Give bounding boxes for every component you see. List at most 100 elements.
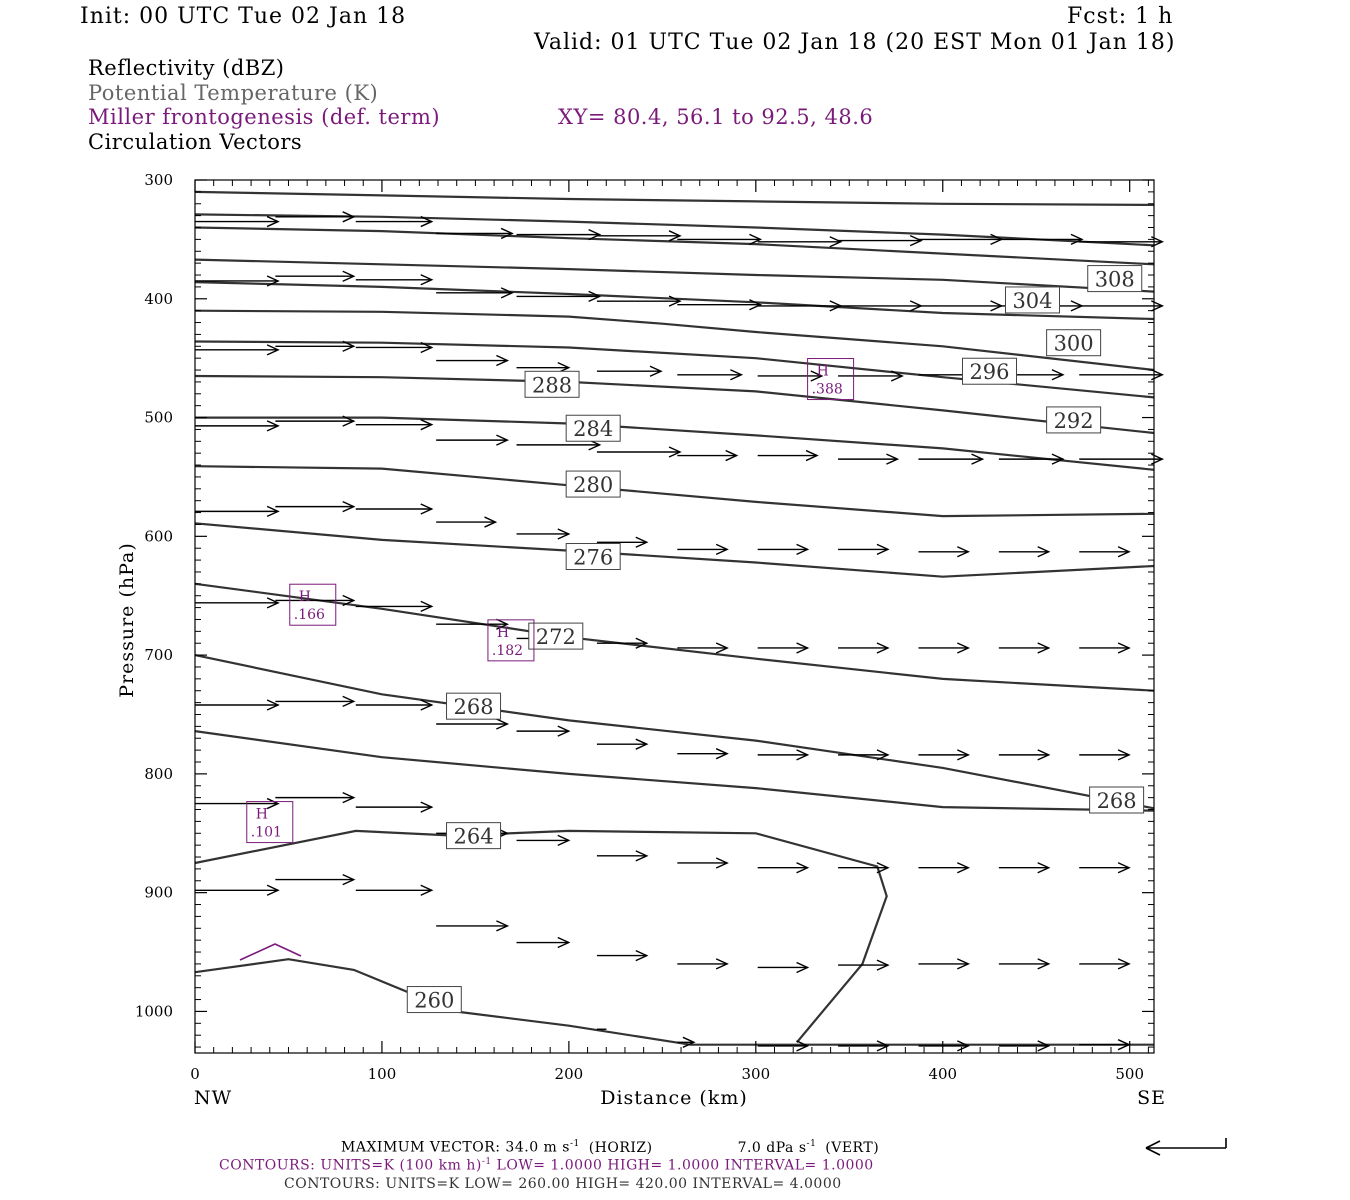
max-vector-exponent: -1 [569,1139,580,1149]
y-tick-label: 900 [144,884,173,902]
theta-label-text: 276 [573,546,613,570]
vector-head [876,642,890,654]
frontogenesis-max-box [289,583,337,626]
vector-head [635,738,649,750]
theta-contour-276 [194,522,1155,578]
vector-head [1037,642,1051,654]
theta-label-box [446,692,502,720]
theta-label-268: 268 [446,692,502,720]
max-vector-horiz: (HORIZ) [588,1139,653,1156]
vector-head [635,637,649,649]
circulation-vector [195,884,280,896]
legend-potential-temperature: Potential Temperature (K) [88,81,379,105]
vector-head [266,597,280,609]
circulation-vector [275,791,356,804]
vector-head [796,961,810,974]
vector-head [266,275,280,287]
vector-head [420,215,434,228]
circulation-vector [757,642,810,654]
theta-label-text: 260 [414,989,454,1013]
frontogenesis-range: LOW= 1.0000 HIGH= 1.0000 INTERVAL= 1.000… [491,1157,874,1174]
vector-head [266,344,280,356]
circulation-vector [677,299,763,311]
circulation-vector [516,290,602,303]
circulation-vector [998,642,1051,654]
vert-exponent: -1 [806,1139,817,1149]
vector-head [796,642,810,654]
circulation-vector [998,749,1051,761]
forecast-hour: Fcst: 1 h [1067,4,1174,29]
circulation-vector [436,354,510,367]
vector-head [1151,369,1165,381]
vector-head [876,749,890,761]
circulation-vector [838,642,890,654]
theta-label-box [1004,286,1060,314]
circulation-vector [918,546,971,558]
vector-head [266,699,280,711]
circulation-vector [918,958,971,970]
vector-head [730,369,744,381]
theta-label-288: 288 [524,370,580,398]
vector-head [1037,749,1051,761]
theta-label-box [524,370,580,398]
circulation-vector [596,365,663,377]
vector-head [557,834,571,847]
frontogenesis-max: H .166 [289,583,337,626]
theta-label-260: 260 [406,986,462,1014]
y-tick-label: 700 [144,646,173,664]
circulation-vector [355,215,434,228]
theta-contour-268 [194,654,1155,810]
vector-head [420,801,434,813]
vector-head [1117,642,1131,654]
vector-head [876,1040,890,1052]
frontogenesis-max: H .182 [487,619,535,662]
vector-head [876,862,890,874]
theta-label-276: 276 [565,543,621,571]
theta-label-text: 272 [536,625,576,649]
theta-label-272: 272 [528,622,584,650]
vector-head [971,453,985,465]
vector-head [957,546,971,558]
vector-head [715,857,729,869]
vector-head [635,949,649,962]
frontogenesis-max: H .101 [246,801,294,844]
circulation-vector [1079,300,1165,312]
theta-label-264: 264 [446,822,502,850]
theta-contour-308 [194,258,1155,293]
circulation-vector [918,300,1004,312]
vector-head [635,850,649,862]
circulation-vector [1079,1039,1131,1051]
valid-time: Valid: 01 UTC Tue 02 Jan 18 (20 EST Mon … [534,30,1176,55]
circulation-vector [275,211,356,223]
vector-head [342,873,356,886]
vector-head [420,419,434,431]
circulation-vector [918,642,971,654]
max-vector-vert: (VERT) [825,1139,880,1156]
circulation-vector [275,695,356,708]
vector-head [420,884,434,896]
circulation-vector [596,536,649,548]
theta-label-268: 268 [1089,786,1145,814]
circulation-vector [1079,236,1165,248]
circulation-vector [195,797,280,810]
vector-head [715,642,729,654]
circulation-vector [998,453,1065,465]
frontogenesis-max-box [487,619,535,662]
vector-head [557,936,571,949]
vector-head [635,536,649,548]
theta-label-292: 292 [1046,406,1102,434]
vector-head [342,791,356,804]
vector-head [1070,233,1084,246]
circulation-vector [436,227,514,240]
frontogenesis-max-letter: H [299,589,311,605]
vector-head [1117,862,1131,874]
vector-head [420,600,434,613]
vector-head [588,228,602,241]
circulation-vector [1079,862,1131,874]
x-axis-label: Distance (km) [600,1087,748,1109]
theta-contour-304 [194,281,1155,321]
theta-contour-layer [194,190,1155,1046]
circulation-vector [838,749,890,761]
theta-contour-288 [194,374,1155,435]
